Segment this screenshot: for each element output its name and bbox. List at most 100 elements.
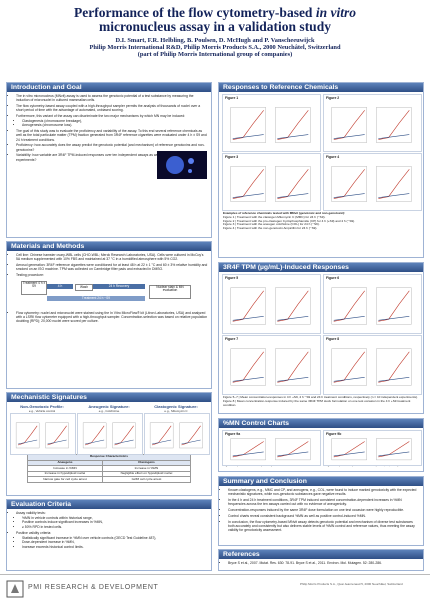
flow-arrow: 24 h Recovery xyxy=(93,283,145,289)
figure-panel: Figure 1 xyxy=(222,94,321,152)
plot-frame xyxy=(230,348,266,386)
plot-art xyxy=(333,110,365,140)
figure-label: Figure 7 xyxy=(225,337,239,341)
flow-diagram: Treatment 4 h ± S9 4 h Wash 24 h Recover… xyxy=(13,279,205,309)
plot-art xyxy=(277,351,309,383)
plot-art xyxy=(277,193,309,198)
figure-panel xyxy=(144,413,210,455)
figure-art xyxy=(331,438,412,461)
flow-box: Wash xyxy=(75,283,93,291)
plot-frame xyxy=(376,287,412,325)
table-cell: G2/M cell cycle arrest xyxy=(101,476,192,483)
bullet: In conclusion, the flow cytometry-based … xyxy=(228,520,420,533)
contact: Philip Morris Products S.A., Quai Jeanre… xyxy=(300,582,403,586)
header: Performance of the flow cytometry-based … xyxy=(0,0,430,78)
authors: D.I. Smart, F.R. Helbling, B. Poulsen, D… xyxy=(115,37,315,44)
plot-art xyxy=(378,351,410,383)
bullet: Furthermore, this variant of the assay c… xyxy=(16,114,207,128)
panel-wrap xyxy=(77,413,143,455)
plot-art xyxy=(232,351,264,383)
plot-frame xyxy=(331,107,367,143)
plot-art xyxy=(333,290,365,322)
figure-grid: Figure 5 Figure 6 Figure 7 Figure 8 xyxy=(219,272,423,396)
plot-art xyxy=(277,110,309,140)
affiliation: Philip Morris International R&D, Philip … xyxy=(89,44,341,52)
section-heading: Summary and Conclusion xyxy=(219,477,423,486)
bullet-text: Furthermore, this variant of the assay c… xyxy=(16,114,186,118)
brand: PMI RESEARCH & DEVELOPMENT xyxy=(28,584,159,591)
panel-sub: e.g., Vehicle control xyxy=(28,409,56,413)
section-heading: Materials and Methods xyxy=(7,242,211,251)
plot-frame xyxy=(376,107,412,143)
eval-section: Evaluation Criteria Assay validity tests… xyxy=(6,499,212,571)
sub-bullet: Aneugenesis (chromosome loss). xyxy=(22,123,204,127)
figure-label: Figure 2 xyxy=(326,96,340,100)
figure-label: Figure 8 xyxy=(326,337,340,341)
intro-section: Introduction and Goal The in vitro micro… xyxy=(6,82,212,238)
section-heading: 3R4F TPM (µg/mL)-Induced Responses xyxy=(219,263,423,272)
figure-art xyxy=(230,348,311,386)
plot-art xyxy=(378,134,410,139)
bullet: Known clastogens, e.g., MMC and CP, and … xyxy=(228,488,420,496)
plot-art xyxy=(152,439,172,445)
sub-bullet: %MN in vehicle controls within historica… xyxy=(22,516,205,520)
sub-bullet: Positive controls induce significant inc… xyxy=(22,520,205,524)
mech-section: Mechanistic Signatures Non-Genotoxic Pro… xyxy=(6,392,212,496)
figure-art xyxy=(82,422,136,449)
mech-table-wrap: Response Characteristics Aneugens Clastog… xyxy=(27,454,192,483)
bullet: Variability: how variable are 3R4F TPM-i… xyxy=(16,153,207,161)
plot-art xyxy=(378,169,410,199)
plot-art xyxy=(18,439,38,445)
footer: PMI RESEARCH & DEVELOPMENT Philip Morris… xyxy=(0,574,430,602)
panel-wrap xyxy=(10,413,76,455)
plot-art xyxy=(152,425,172,446)
references-section: References Bryce S et al., 2007. Mutat. … xyxy=(218,549,424,571)
sub-bullet: Dose-dependent increase in %MN, xyxy=(22,540,205,544)
plot-frame xyxy=(275,166,311,202)
plot-art xyxy=(333,351,365,383)
plot-art xyxy=(18,425,38,446)
section-heading: %MN Control Charts xyxy=(219,419,423,428)
plot-art xyxy=(181,439,201,445)
plot-art xyxy=(232,110,264,140)
sub-list: Clastogenesis (chromosome breakage),Aneu… xyxy=(16,119,207,128)
plot-art xyxy=(378,290,410,322)
bullet: Flow cytometry: nuclei and micronuclei w… xyxy=(16,311,208,324)
table-body: Increase in %MN Increase in %MN Increase i… xyxy=(27,465,192,483)
figure-panel: Figure 2 xyxy=(323,94,422,152)
bullet: Proficiency: how accurately does the ass… xyxy=(16,143,207,151)
plot-frame xyxy=(82,422,107,449)
bullet-text: Positive validity criteria: xyxy=(16,530,52,535)
figure-caption: Figure 8 | Mean concentration-response i… xyxy=(223,398,411,407)
plot-art xyxy=(47,425,67,446)
plot-art xyxy=(277,377,309,382)
panel-title: Non-Genotoxic Profile: xyxy=(20,404,64,409)
plot-art xyxy=(232,377,264,382)
plot-art xyxy=(277,316,309,321)
figure-caption: Figure 5–7 | Mean concentration-response… xyxy=(223,395,418,399)
bullet: In the 4 h and 24 h treatment conditions… xyxy=(228,498,420,506)
methods-section: Materials and Methods Cell line: Chinese… xyxy=(6,241,212,389)
table-cell: Narrow gate for cell cycle arrest xyxy=(27,476,103,483)
figure-art xyxy=(230,166,311,202)
bullet-text: Assay validity tests: xyxy=(16,511,46,515)
bullet-list: Known clastogens, e.g., MMC and CP, and … xyxy=(219,488,423,532)
plot-frame xyxy=(15,422,40,449)
plot-art xyxy=(232,451,264,457)
figure-label: Figure 9a xyxy=(225,432,241,436)
panel-wrap xyxy=(144,413,210,455)
plot-frame xyxy=(112,422,136,449)
plot-art xyxy=(378,193,410,198)
plot-art xyxy=(232,316,264,321)
cell-image xyxy=(157,151,207,179)
plot-frame xyxy=(230,107,266,143)
figure-art xyxy=(331,287,412,325)
panel-sub: e.g., Mitomycin C xyxy=(164,409,188,413)
bullet: The in vitro micronucleus (MNvit) assay … xyxy=(16,94,207,102)
plot-art xyxy=(378,110,410,140)
figure-label: Figure 5 xyxy=(225,276,239,280)
figure-panel: Figure 8 xyxy=(323,335,422,395)
bullet-list: Assay validity tests:%MN in vehicle cont… xyxy=(7,511,211,549)
plot-frame xyxy=(230,287,266,325)
